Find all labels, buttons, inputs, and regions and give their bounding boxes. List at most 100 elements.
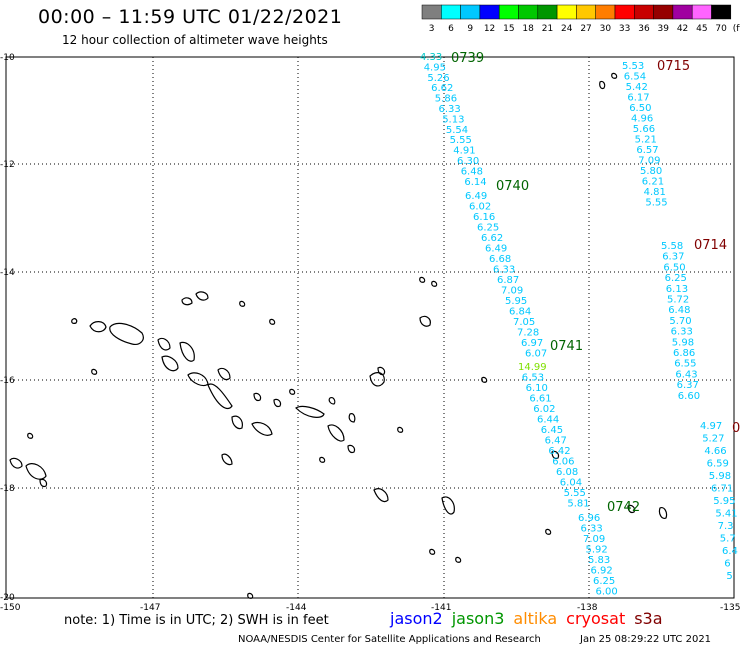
island-outline xyxy=(253,392,262,402)
island-outline xyxy=(289,388,296,395)
swh-value: 5.27 xyxy=(702,434,724,445)
swh-value: 6.60 xyxy=(678,391,700,402)
legend-swatch xyxy=(556,4,577,20)
swh-value: 5.95 xyxy=(713,496,735,507)
satellite-jason2: jason2 xyxy=(390,609,443,628)
swh-value: 5.42 xyxy=(626,82,648,93)
legend-swatch xyxy=(421,4,442,20)
latitude-label: -18 xyxy=(0,484,15,494)
legend-bin-label: 30 xyxy=(600,24,612,34)
island-outline xyxy=(627,504,636,514)
swh-value: 6.49 xyxy=(465,191,487,202)
island-outline xyxy=(327,424,345,442)
swh-value: 6.14 xyxy=(464,177,486,188)
axis-labels: -10 -12 -14 -16 -18 -20-150 -147 -144 -141 -138 -1… xyxy=(0,53,740,613)
swh-value: 6.62 xyxy=(431,83,453,94)
swh-value: 6.57 xyxy=(636,145,658,156)
swh-value: 4.66 xyxy=(704,446,726,457)
swh-value: 6.50 xyxy=(629,103,651,114)
island-outline xyxy=(181,297,193,306)
generation-timestamp: Jan 25 08:29:22 UTC 2021 xyxy=(580,634,712,645)
island-outline xyxy=(91,368,98,375)
legend-bin-label: 15 xyxy=(503,24,514,34)
track-time-label: 0715 xyxy=(657,59,690,74)
swh-value: 6.33 xyxy=(671,327,693,338)
altimeter-track: 14.996.536.106.616.026.446.456.476.426.0… xyxy=(518,339,590,510)
swh-value: 7.05 xyxy=(513,317,535,328)
swh-value: 6.25 xyxy=(593,576,615,587)
swh-value: 6.08 xyxy=(556,467,578,478)
swh-value: 5.72 xyxy=(667,295,689,306)
track-time-label: 0741 xyxy=(550,339,583,354)
island-outline xyxy=(239,300,246,307)
island-outline xyxy=(269,318,276,325)
island-outline xyxy=(441,496,455,515)
swh-value: 6.47 xyxy=(545,436,567,447)
swh-value: 6.87 xyxy=(497,275,519,286)
swh-value: 4.81 xyxy=(644,187,666,198)
island-outline xyxy=(319,456,326,463)
legend-swatch xyxy=(634,4,654,20)
swh-value: 6.21 xyxy=(642,177,664,188)
legend-bin-label: 27 xyxy=(580,24,591,34)
swh-value: 5.70 xyxy=(669,316,691,327)
altimeter-track: 4.334.955.266.625.866.335.135.545.554.91… xyxy=(420,51,487,188)
swh-value: 4.96 xyxy=(631,114,653,125)
legend-swatch xyxy=(460,4,481,20)
legend-swatch xyxy=(537,4,558,20)
swh-value: 5.83 xyxy=(588,555,610,566)
swh-value: 6.04 xyxy=(560,478,582,489)
legend-bin-label: 3 xyxy=(429,24,435,34)
legend-bin-label: 12 xyxy=(484,24,495,34)
lat-lon-grid xyxy=(6,57,734,598)
swh-value: 6.62 xyxy=(481,233,503,244)
swh-value: 6.00 xyxy=(596,587,618,598)
altimeter-track: 6.496.026.166.256.626.496.686.336.877.09… xyxy=(465,179,547,360)
swh-value: 5.80 xyxy=(640,166,662,177)
longitude-label: -141 xyxy=(431,603,451,613)
swh-value: 6.06 xyxy=(552,457,574,468)
legend-bin-label: 42 xyxy=(677,24,688,34)
swh-value: 4.95 xyxy=(424,62,446,73)
island-outlines xyxy=(9,72,668,599)
swh-value: 6.33 xyxy=(439,104,461,115)
swh-value: 6.33 xyxy=(493,265,515,276)
swh-value: 6.33 xyxy=(581,524,603,535)
swh-value: 7.09 xyxy=(501,286,523,297)
swh-value: 5.26 xyxy=(427,73,449,84)
legend-bin-label: 33 xyxy=(619,24,630,34)
island-outline xyxy=(373,488,389,503)
island-outline xyxy=(27,432,34,439)
swh-value: 5.92 xyxy=(586,545,608,556)
swh-value: 6.68 xyxy=(489,254,511,265)
swh-value: 6.4 xyxy=(722,546,738,557)
swh-value: 6.59 xyxy=(707,459,729,470)
island-outline xyxy=(39,478,48,488)
map-title: 00:00 – 11:59 UTC 01/22/2021 xyxy=(38,6,343,28)
track-time-label: 0 xyxy=(732,421,740,436)
swh-value: 5.86 xyxy=(435,94,457,105)
latitude-label: -20 xyxy=(0,593,15,603)
swh-value: 6.25 xyxy=(477,223,499,234)
legend-swatch xyxy=(672,4,693,20)
legend-bin-label: 9 xyxy=(467,24,473,34)
swh-value: 6.97 xyxy=(521,338,543,349)
island-outline xyxy=(207,383,233,410)
swh-value: 5.13 xyxy=(442,114,464,125)
swh-value: 6.49 xyxy=(485,244,507,255)
swh-value: 6.37 xyxy=(662,252,684,263)
island-outline xyxy=(273,398,282,408)
longitude-label: -138 xyxy=(577,603,598,613)
latitude-label: -12 xyxy=(0,160,15,170)
island-outline xyxy=(157,337,171,351)
satellite-altika: altika xyxy=(513,609,558,628)
legend-swatch xyxy=(518,4,539,20)
legend-swatch xyxy=(441,4,461,20)
legend-bin-label: 18 xyxy=(522,24,534,34)
swh-value: 5.98 xyxy=(672,337,694,348)
swh-value: 6.50 xyxy=(663,262,685,273)
swh-value: 6.13 xyxy=(666,284,688,295)
swh-value: 5.21 xyxy=(635,135,657,146)
latitude-label: -14 xyxy=(0,268,15,278)
